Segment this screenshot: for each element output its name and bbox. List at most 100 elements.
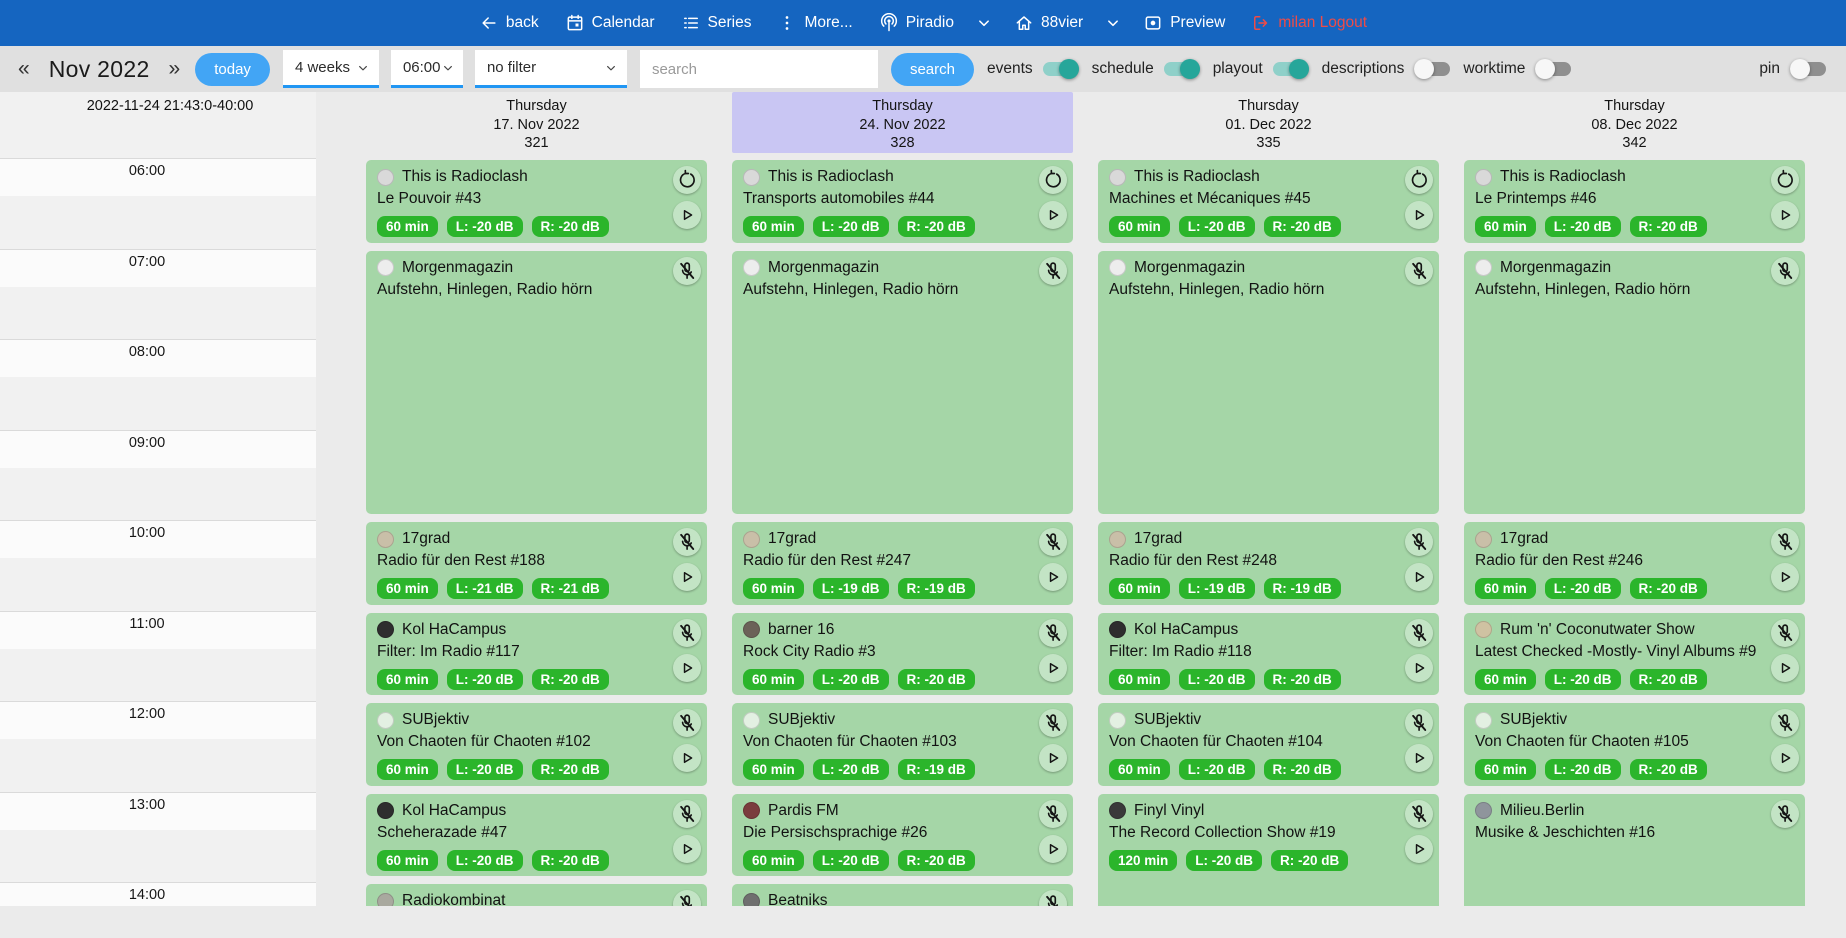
nav-logout[interactable]: milan Logout [1251, 13, 1367, 33]
day-header[interactable]: Thursday 01. Dec 2022 335 [1098, 92, 1439, 153]
event-card[interactable]: Radiokombinat [366, 884, 707, 906]
search-button[interactable]: search [890, 52, 974, 86]
event-card[interactable]: Kol HaCampus Scheherazade #47 60 min L: -20… [366, 793, 707, 876]
event-card[interactable]: 17grad Radio für den Rest #248 60 min L: -1… [1098, 522, 1439, 605]
duration-badge: 60 min [1109, 668, 1170, 690]
start-time-select[interactable]: 06:00 [390, 50, 463, 88]
date-label: 17. Nov 2022 [493, 116, 580, 133]
weekday-label: Thursday [1238, 98, 1299, 114]
event-card[interactable]: SUBjektiv Von Chaoten für Chaoten #104 60 … [1098, 703, 1439, 786]
event-card[interactable]: SUBjektiv Von Chaoten für Chaoten #103 60 … [732, 703, 1073, 786]
nav-series[interactable]: Series [681, 13, 751, 33]
event-card[interactable]: barner 16 Rock City Radio #3 60 min L: -20 … [732, 612, 1073, 695]
event-card[interactable]: Morgenmagazin Aufstehn, Hinlegen, Radio h… [1464, 250, 1805, 514]
mic-off-icon [1039, 709, 1067, 737]
range-select[interactable]: 4 weeks [282, 50, 379, 88]
event-card[interactable]: Beatniks [732, 884, 1073, 906]
filter-select[interactable]: no filter [474, 50, 627, 88]
nav-more[interactable]: More... [777, 13, 853, 33]
event-icons [673, 709, 701, 772]
nav-preview[interactable]: Preview [1143, 13, 1225, 33]
descriptions-switch[interactable] [1414, 59, 1451, 79]
worktime-switch[interactable] [1535, 59, 1572, 79]
show-name: Pardis FM [768, 801, 839, 819]
event-card[interactable]: Pardis FM Die Persischsprachige #26 60 min… [732, 793, 1073, 876]
event-card[interactable]: 17grad Radio für den Rest #188 60 min L: -2… [366, 522, 707, 605]
next-period-button[interactable]: » [168, 57, 181, 80]
play-button[interactable] [673, 744, 701, 772]
day-header[interactable]: Thursday 24. Nov 2022 328 [732, 92, 1073, 153]
event-card[interactable]: Kol HaCampus Filter: Im Radio #118 60 min L… [1098, 612, 1439, 695]
event-card[interactable]: Morgenmagazin Aufstehn, Hinlegen, Radio h… [1098, 250, 1439, 514]
day-header[interactable]: Thursday 17. Nov 2022 321 [366, 92, 707, 153]
play-button[interactable] [1039, 834, 1067, 863]
level-badge: R: -20 dB [1629, 216, 1707, 237]
level-badge: R: -20 dB [531, 216, 609, 237]
playout-switch[interactable] [1272, 59, 1309, 79]
play-button[interactable] [673, 834, 701, 863]
prev-period-button[interactable]: « [18, 57, 30, 80]
play-button[interactable] [1771, 744, 1799, 772]
show-avatar [1109, 168, 1126, 186]
schedule-switch[interactable] [1163, 59, 1200, 79]
play-button[interactable] [1039, 653, 1067, 682]
event-card[interactable]: 17grad Radio für den Rest #247 60 min L: -1… [732, 522, 1073, 605]
antenna-icon [879, 13, 899, 33]
play-button[interactable] [1405, 744, 1433, 772]
nav-back[interactable]: back [479, 13, 539, 33]
play-button[interactable] [1771, 563, 1799, 591]
play-button[interactable] [673, 563, 701, 591]
station-dropdown[interactable] [1103, 13, 1123, 33]
search-input[interactable] [639, 50, 878, 88]
nav-88vier[interactable]: 88vier [1014, 13, 1083, 33]
play-button[interactable] [673, 653, 701, 682]
nav-more-label: More... [804, 14, 853, 31]
hour-band [0, 792, 316, 830]
play-button[interactable] [1405, 563, 1433, 591]
event-card[interactable]: SUBjektiv Von Chaoten für Chaoten #102 60 … [366, 703, 707, 786]
events-switch[interactable] [1042, 59, 1079, 79]
event-card[interactable]: SUBjektiv Von Chaoten für Chaoten #105 60 … [1464, 703, 1805, 786]
hour-label: 11:00 [129, 615, 165, 632]
event-icons [673, 618, 701, 682]
event-card[interactable]: This is Radioclash Machines et Mécaniques… [1098, 160, 1439, 243]
play-button[interactable] [1771, 653, 1799, 682]
event-card[interactable]: This is Radioclash Le Printemps #46 60 min… [1464, 160, 1805, 243]
replay-button[interactable] [1771, 166, 1799, 194]
pin-switch[interactable] [1790, 59, 1826, 79]
event-card[interactable]: 17grad Radio für den Rest #246 60 min L: -2… [1464, 522, 1805, 605]
play-button[interactable] [1771, 201, 1799, 229]
nav-calendar[interactable]: Calendar [565, 13, 655, 33]
show-name: This is Radioclash [1134, 168, 1260, 185]
replay-button[interactable] [1405, 166, 1433, 194]
event-icons [1039, 799, 1067, 863]
event-card[interactable]: This is Radioclash Le Pouvoir #43 60 min L:… [366, 160, 707, 243]
event-card[interactable]: Rum 'n' Coconutwater Show Latest Checked … [1464, 612, 1805, 695]
episode-title: Aufstehn, Hinlegen, Radio hörn [377, 280, 593, 298]
play-button[interactable] [1405, 834, 1433, 863]
play-button[interactable] [1405, 653, 1433, 682]
day-header[interactable]: Thursday 08. Dec 2022 342 [1464, 92, 1805, 153]
event-icons [1771, 709, 1799, 772]
level-badge: L: -20 dB [812, 668, 889, 690]
hour-line [0, 610, 316, 612]
event-card[interactable]: Morgenmagazin Aufstehn, Hinlegen, Radio h… [732, 250, 1073, 514]
replay-button[interactable] [1039, 166, 1067, 194]
event-card[interactable]: Morgenmagazin Aufstehn, Hinlegen, Radio h… [366, 250, 707, 514]
event-card[interactable]: Finyl Vinyl The Record Collection Show #1… [1098, 793, 1439, 906]
nav-piradio[interactable]: Piradio [879, 13, 954, 33]
play-button[interactable] [1039, 744, 1067, 772]
replay-button[interactable] [673, 166, 701, 194]
event-card[interactable]: Milieu.Berlin Musike & Jeschichten #16 [1464, 793, 1805, 906]
piradio-dropdown[interactable] [974, 13, 994, 33]
today-button[interactable]: today [195, 52, 270, 86]
play-button[interactable] [1039, 563, 1067, 591]
hour-label: 06:00 [128, 163, 166, 179]
show-avatar [1475, 530, 1492, 548]
play-button[interactable] [1039, 201, 1067, 229]
event-card[interactable]: This is Radioclash Transports automobiles… [732, 160, 1073, 243]
play-button[interactable] [1405, 201, 1433, 229]
play-button[interactable] [673, 201, 701, 229]
event-card[interactable]: Kol HaCampus Filter: Im Radio #117 60 min L… [366, 612, 707, 695]
descriptions-switch-knob [1414, 59, 1435, 79]
